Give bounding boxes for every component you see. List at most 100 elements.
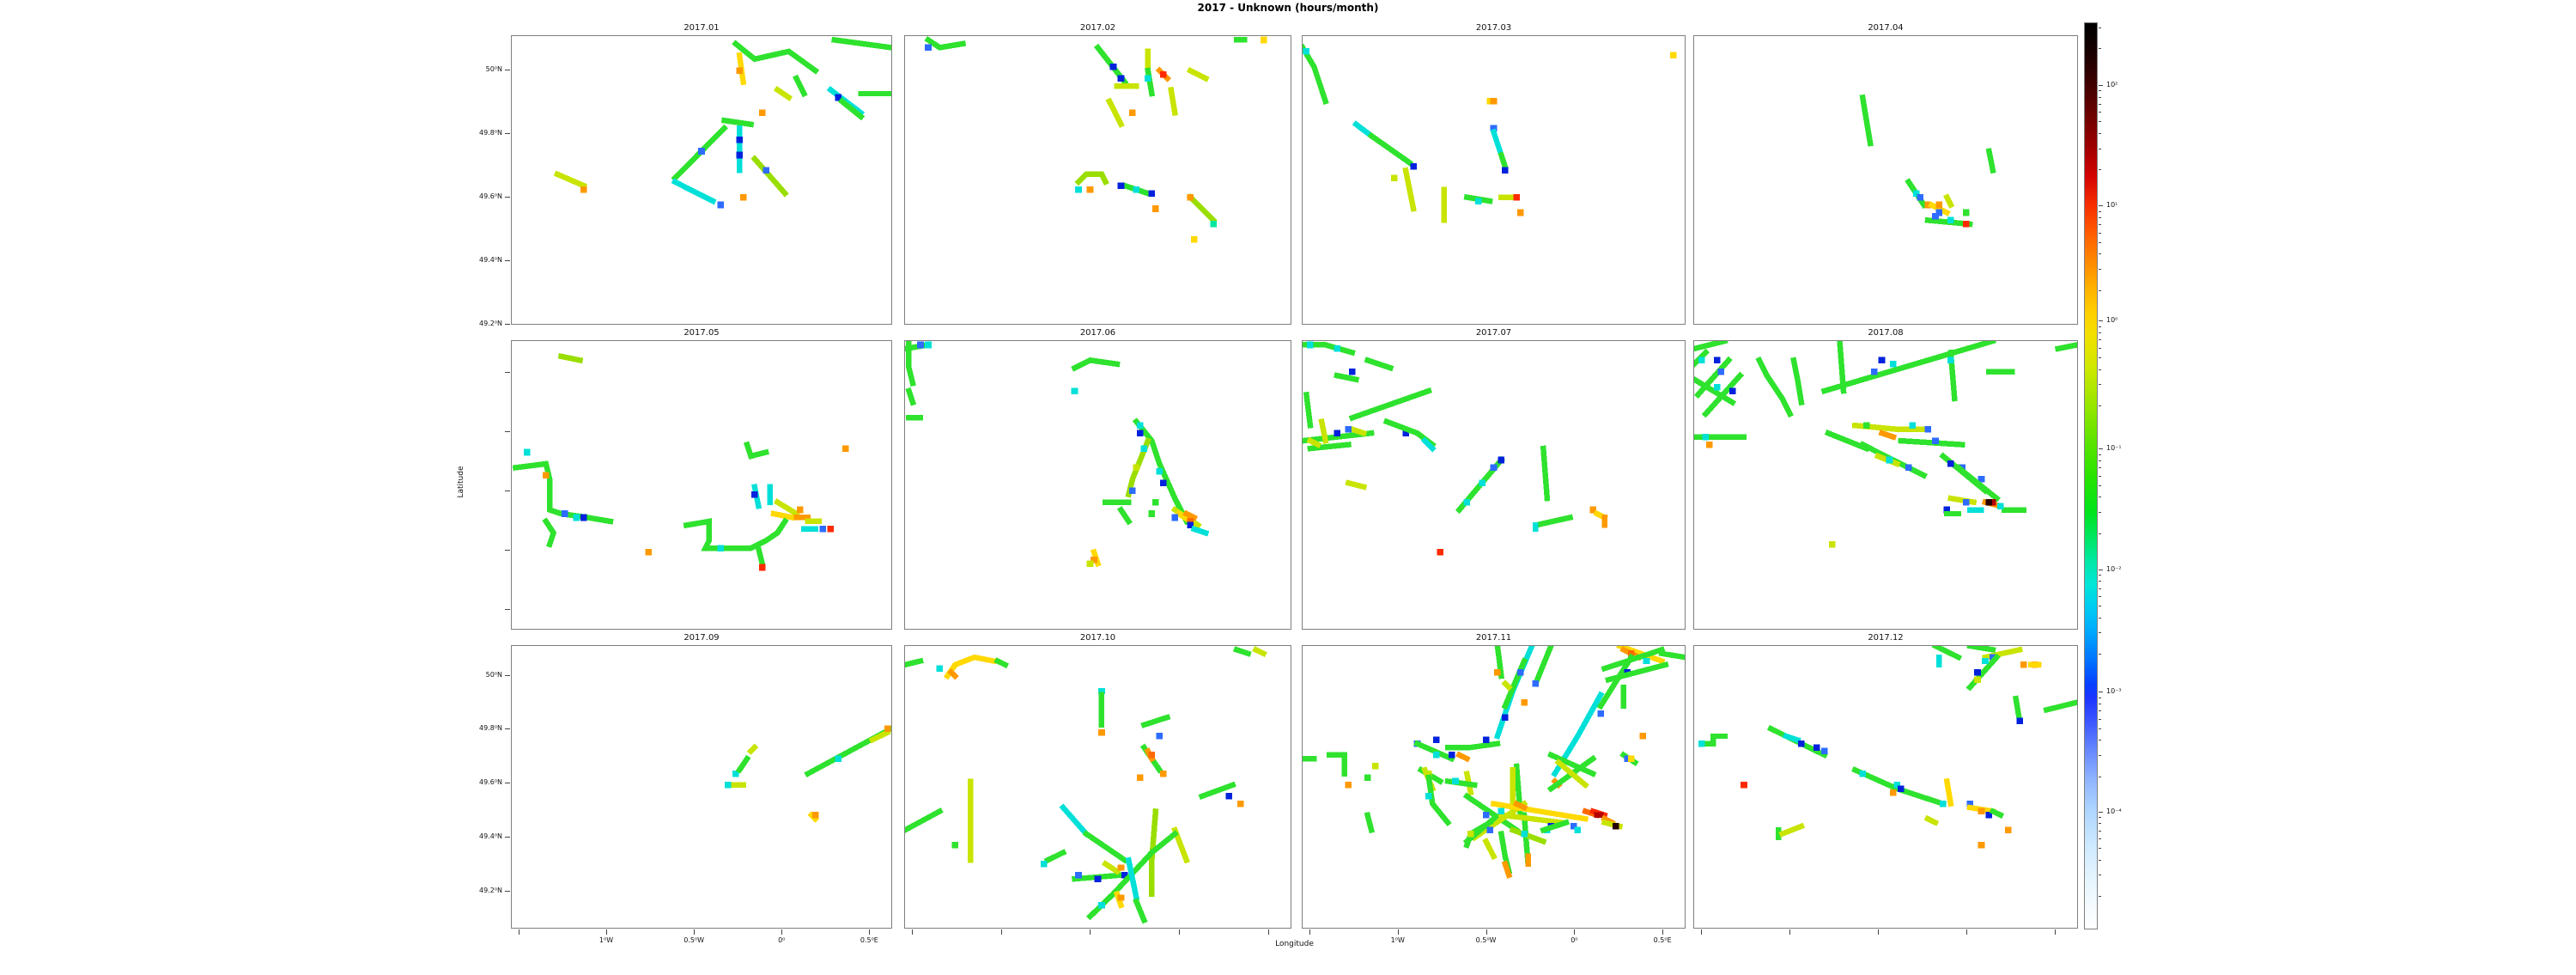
subplot-title: 2017.07	[1475, 328, 1512, 338]
track-segment	[542, 517, 557, 548]
subplot-2017-10	[904, 645, 1291, 929]
colorbar-minor-tick	[2099, 369, 2101, 370]
track-segment	[553, 170, 588, 190]
track-point	[1494, 668, 1501, 676]
track-point	[1935, 201, 1943, 209]
track-segment	[1334, 372, 1360, 383]
lon-tick-label: 0.5⁰W	[1475, 936, 1497, 944]
track-segment	[1947, 495, 1978, 506]
lat-tick-label: 49.2⁰N	[478, 887, 502, 895]
lat-tick-label: 49.6⁰N	[478, 778, 502, 787]
track-point	[1741, 782, 1747, 789]
track-segment	[1133, 898, 1148, 924]
track-point	[1985, 812, 1993, 819]
track-segment	[1490, 128, 1505, 159]
track-segment	[1701, 371, 1745, 418]
track-point	[1482, 812, 1490, 819]
track-point	[1117, 75, 1125, 82]
lon-tick	[912, 929, 914, 935]
track-point	[1962, 221, 1970, 228]
lon-tick-label: 1⁰W	[598, 936, 614, 944]
track-segment	[1186, 193, 1218, 224]
track-segment	[905, 341, 932, 352]
colorbar-minor-tick	[2099, 96, 2101, 98]
lon-tick-label: 0⁰	[778, 936, 786, 944]
lon-tick	[1267, 929, 1269, 935]
lat-tick-label: 50⁰N	[485, 65, 502, 74]
track-segment	[1085, 849, 1156, 921]
track-segment	[1778, 822, 1806, 838]
track-segment	[1059, 803, 1091, 838]
track-point	[1924, 201, 1931, 209]
track-point	[1091, 556, 1097, 564]
track-point	[1624, 755, 1631, 762]
track-segment	[1367, 131, 1414, 167]
track-point	[1156, 733, 1163, 740]
track-segment	[924, 36, 967, 51]
track-point	[1917, 193, 1923, 201]
track-segment	[746, 743, 759, 755]
track-point	[1997, 503, 2004, 509]
track-point	[573, 514, 580, 521]
track-segment	[1923, 814, 1940, 826]
subplot-title: 2017.05	[683, 328, 720, 338]
track-segment	[1755, 356, 1794, 418]
track-segment	[831, 36, 891, 51]
colorbar-minor-tick	[2099, 874, 2101, 876]
track-segment	[1943, 193, 1955, 209]
track-point	[1152, 498, 1159, 506]
track-point	[1878, 356, 1886, 364]
track-segment	[1509, 826, 1547, 845]
track-segment	[1402, 167, 1417, 212]
track-point	[1905, 464, 1912, 472]
track-segment	[1147, 830, 1179, 856]
track-point	[1932, 437, 1939, 444]
track-point	[1152, 205, 1159, 212]
track-point	[1613, 823, 1619, 830]
track-segment	[793, 74, 808, 98]
track-point	[1137, 774, 1144, 781]
track-point	[1086, 186, 1094, 193]
track-point	[1713, 356, 1721, 364]
track-segment	[1694, 341, 1728, 352]
track-point	[1990, 654, 1996, 661]
track-point	[1982, 657, 1989, 665]
track-point	[1121, 872, 1128, 879]
lon-tick	[1485, 929, 1487, 935]
track-point	[1129, 109, 1136, 117]
lat-tick	[505, 550, 510, 551]
track-segment	[1125, 856, 1140, 901]
lon-tick-label: 0.5⁰E	[860, 936, 878, 944]
track-segment	[1252, 646, 1267, 658]
track-point	[1828, 540, 1836, 548]
tracks-canvas	[1698, 646, 2077, 849]
track-segment	[1898, 437, 1965, 448]
track-segment	[1931, 646, 1963, 661]
track-segment	[2043, 699, 2077, 714]
track-segment	[1859, 94, 1874, 147]
track-point	[736, 67, 743, 74]
colorbar-tick	[2099, 320, 2103, 322]
track-point	[1940, 800, 1947, 807]
track-segment	[1985, 148, 1996, 174]
track-point	[717, 201, 724, 209]
track-segment	[1512, 800, 1528, 812]
track-segment	[993, 657, 1010, 669]
track-point	[1643, 657, 1650, 665]
track-point	[1148, 190, 1156, 197]
subplot-2017-03	[1302, 35, 1686, 325]
colorbar-minor-tick	[2099, 718, 2101, 720]
colorbar-tick	[2099, 84, 2103, 86]
track-point	[645, 548, 652, 556]
lon-tick	[1090, 929, 1091, 935]
lon-tick-label: 0.5⁰E	[1653, 936, 1672, 944]
track-point	[1187, 518, 1194, 525]
track-point	[580, 186, 587, 193]
track-segment	[838, 97, 866, 121]
track-point	[1432, 752, 1440, 759]
lat-tick	[505, 259, 510, 261]
track-point	[1129, 487, 1136, 494]
track-point	[725, 782, 732, 789]
lat-tick	[505, 837, 510, 838]
colorbar-minor-tick	[2099, 132, 2101, 134]
